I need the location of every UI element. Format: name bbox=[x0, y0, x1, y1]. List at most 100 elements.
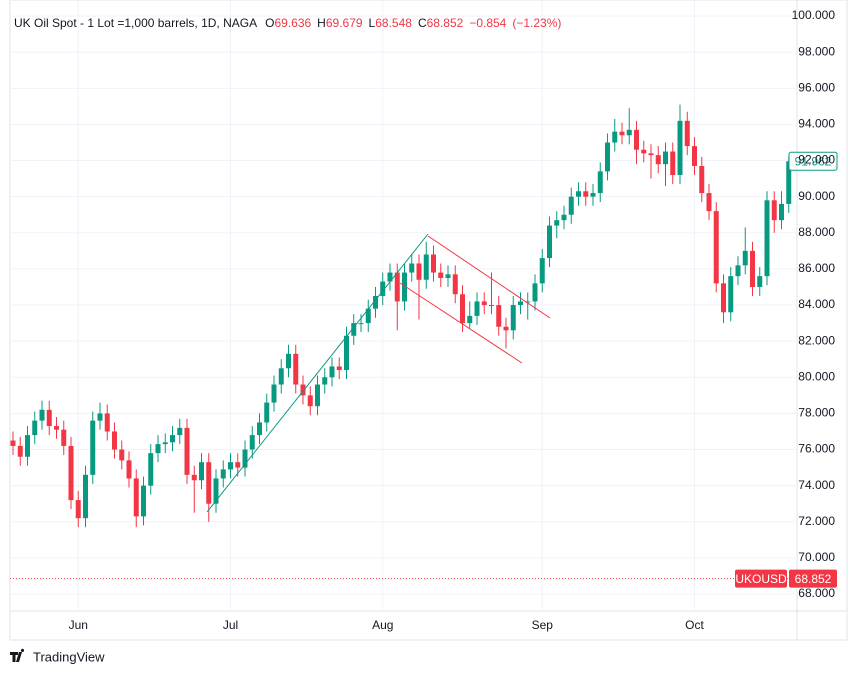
candle-body bbox=[141, 485, 146, 517]
candle-body bbox=[307, 395, 313, 407]
candle-body bbox=[61, 429, 67, 446]
y-tick-label: 86.000 bbox=[798, 261, 835, 275]
candle-body bbox=[481, 301, 487, 306]
candle-body bbox=[83, 474, 88, 519]
ohlc-label: H bbox=[317, 16, 326, 30]
candle-body bbox=[365, 308, 371, 324]
y-tick-label: 100.000 bbox=[792, 8, 836, 22]
candle-body bbox=[452, 274, 458, 295]
candle-body bbox=[713, 211, 719, 284]
candle-body bbox=[264, 402, 270, 423]
candle-body bbox=[394, 272, 400, 302]
last-price-label: 91.962 bbox=[795, 154, 832, 168]
brand-name: TradingView bbox=[33, 649, 105, 664]
y-tick-label: 76.000 bbox=[798, 442, 835, 456]
candle-body bbox=[286, 353, 291, 369]
candle-body bbox=[97, 413, 103, 421]
symbol-tag-value-box bbox=[789, 569, 837, 588]
y-tick-label: 80.000 bbox=[798, 369, 835, 383]
ohlc-label: O bbox=[265, 16, 275, 30]
candle-body bbox=[293, 353, 299, 385]
y-tick-label: 88.000 bbox=[798, 225, 835, 239]
candle-body bbox=[684, 120, 690, 147]
chart-frame bbox=[9, 0, 848, 641]
candle-body bbox=[373, 296, 378, 309]
candle-body bbox=[547, 225, 552, 259]
symbol-tag-value: 68.852 bbox=[795, 572, 832, 586]
candle-body bbox=[46, 409, 52, 427]
candle-body bbox=[148, 453, 154, 486]
candle-body bbox=[539, 258, 545, 284]
candle-body bbox=[206, 462, 212, 504]
change: −0.854 bbox=[469, 16, 507, 30]
candle-body bbox=[155, 444, 161, 454]
candle-body bbox=[126, 460, 132, 479]
y-tick-label: 98.000 bbox=[798, 44, 835, 58]
candle-body bbox=[605, 142, 610, 172]
candle-body bbox=[590, 193, 596, 197]
trend-line bbox=[399, 282, 523, 364]
candle-body bbox=[474, 301, 480, 316]
ohlc-value: 69.636 bbox=[274, 16, 312, 30]
candle-body bbox=[322, 377, 328, 385]
trend-line bbox=[206, 233, 429, 513]
candle-body bbox=[416, 263, 422, 280]
candle-body bbox=[786, 161, 792, 204]
ohlc-label: L bbox=[368, 16, 376, 30]
candle-body bbox=[525, 301, 531, 303]
candle-body bbox=[54, 426, 59, 430]
candle-body bbox=[409, 263, 415, 273]
candle-body bbox=[177, 427, 183, 436]
candle-body bbox=[199, 462, 204, 481]
candle-body bbox=[779, 203, 784, 221]
drawings bbox=[206, 233, 551, 513]
candle-body bbox=[75, 500, 81, 519]
candle-body bbox=[503, 326, 509, 331]
candle-body bbox=[648, 153, 654, 156]
candle-body bbox=[663, 151, 668, 165]
candle-body bbox=[68, 445, 74, 501]
x-tick-label: Aug bbox=[372, 618, 393, 632]
candle-body bbox=[706, 193, 712, 212]
candle-body bbox=[583, 191, 589, 197]
change-percent: (−1.23%) bbox=[512, 16, 562, 30]
candle-body bbox=[220, 469, 226, 479]
y-tick-label: 84.000 bbox=[798, 297, 835, 311]
candle-body bbox=[561, 214, 567, 221]
candle-body bbox=[213, 478, 219, 504]
candle-body bbox=[619, 131, 625, 136]
candle-body bbox=[554, 220, 560, 226]
candle-body bbox=[119, 449, 125, 461]
last-price-box bbox=[788, 151, 838, 171]
legend-header: UK Oil Spot - 1 Lot =1,000 barrels, 1D, … bbox=[14, 16, 567, 30]
candle-body bbox=[184, 427, 190, 475]
ohlc-value: 69.679 bbox=[325, 16, 363, 30]
candle-body bbox=[735, 265, 741, 277]
candle-body bbox=[387, 272, 393, 282]
y-tick-label: 90.000 bbox=[798, 189, 835, 203]
candle-body bbox=[742, 250, 748, 266]
candle-body bbox=[133, 478, 139, 517]
candle-body bbox=[670, 151, 676, 176]
candle-body bbox=[728, 276, 734, 313]
candle-body bbox=[757, 276, 763, 287]
x-tick-label: Sep bbox=[532, 618, 554, 632]
candle-body bbox=[257, 422, 262, 436]
candle-body bbox=[351, 323, 357, 336]
candle-body bbox=[25, 435, 30, 457]
candle-body bbox=[344, 335, 349, 371]
price-labels: UKOUSD 68.852 91.962 bbox=[10, 151, 838, 588]
symbol-tag-name: UKOUSD bbox=[735, 572, 787, 586]
candle-body bbox=[191, 474, 197, 481]
ohlc-label: C bbox=[417, 16, 427, 30]
y-tick-label: 82.000 bbox=[798, 333, 835, 347]
candle-body bbox=[626, 129, 632, 136]
candle-body bbox=[10, 440, 16, 446]
candle-body bbox=[228, 462, 233, 470]
candle-body bbox=[235, 462, 241, 468]
candle-body bbox=[90, 420, 96, 475]
candle-body bbox=[112, 431, 117, 450]
candle-body bbox=[300, 384, 306, 396]
grid bbox=[10, 0, 797, 611]
